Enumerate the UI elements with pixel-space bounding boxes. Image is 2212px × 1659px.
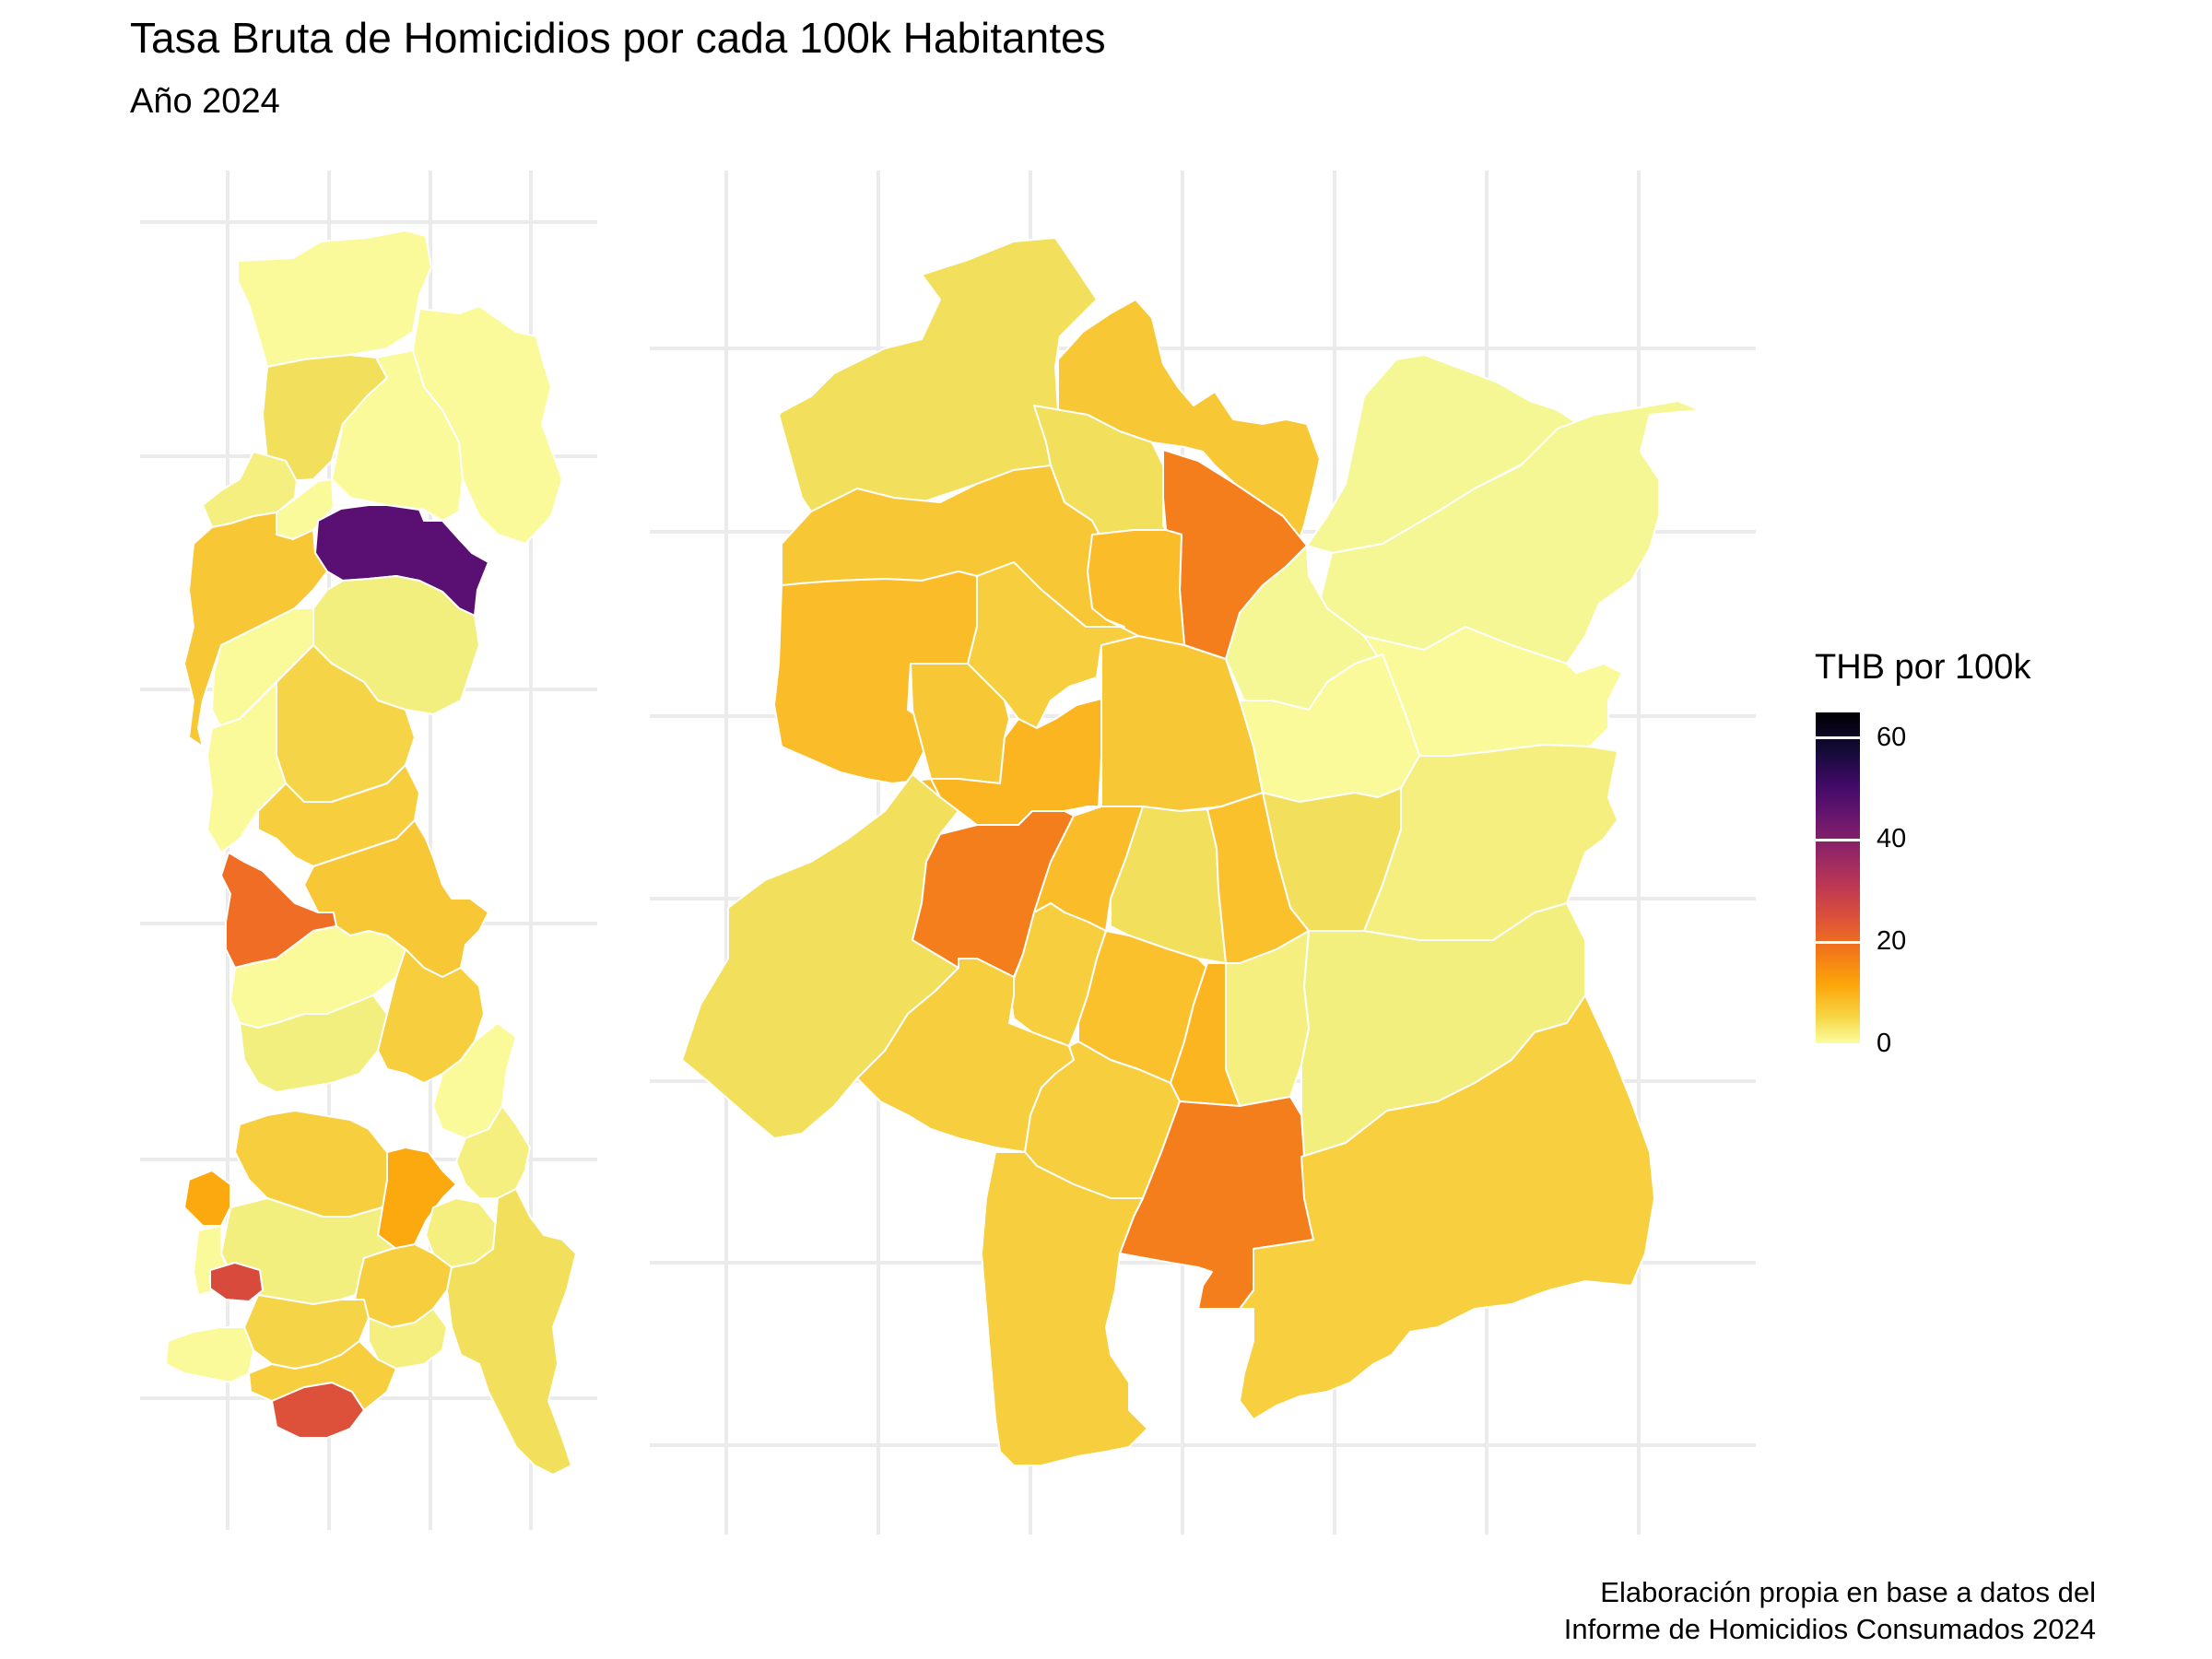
source-caption: Elaboración propia en base a datos del I… xyxy=(1266,1574,2096,1647)
region-communes xyxy=(165,229,577,1476)
map-subtitle: Año 2024 xyxy=(130,82,280,121)
commune-south-5 xyxy=(248,1340,397,1411)
legend-tick-label: 40 xyxy=(1877,824,1907,854)
commune-south-1 xyxy=(234,1110,388,1218)
commune-east-3 xyxy=(455,1105,531,1199)
commune-sw-2 xyxy=(165,1326,254,1383)
legend-tick-mark xyxy=(1816,1042,1860,1046)
legend-tick-label: 20 xyxy=(1877,926,1907,957)
caption-line-1: Elaboración propia en base a datos del xyxy=(1600,1576,2096,1608)
legend-tick-label: 60 xyxy=(1877,722,1907,752)
map-title: Tasa Bruta de Homicidios por cada 100k H… xyxy=(130,14,1106,62)
legend-tick-label: 0 xyxy=(1877,1029,1892,1058)
commune-south-4 xyxy=(368,1308,448,1370)
commune-north-1 xyxy=(237,229,432,368)
legend-tick-mark xyxy=(1816,838,1860,841)
legend-tick-mark xyxy=(1816,736,1860,740)
legend-tick-mark xyxy=(1816,940,1860,944)
commune-se-long xyxy=(446,1188,577,1476)
caption-line-2: Informe de Homicidios Consumados 2024 xyxy=(1563,1612,2096,1645)
commune-north-4 xyxy=(331,349,464,522)
commune-red-1 xyxy=(209,1262,264,1302)
legend-title: THB por 100k xyxy=(1815,648,2031,687)
commune-sw-orange xyxy=(183,1170,231,1227)
legend-colorbar xyxy=(1816,712,1860,1044)
